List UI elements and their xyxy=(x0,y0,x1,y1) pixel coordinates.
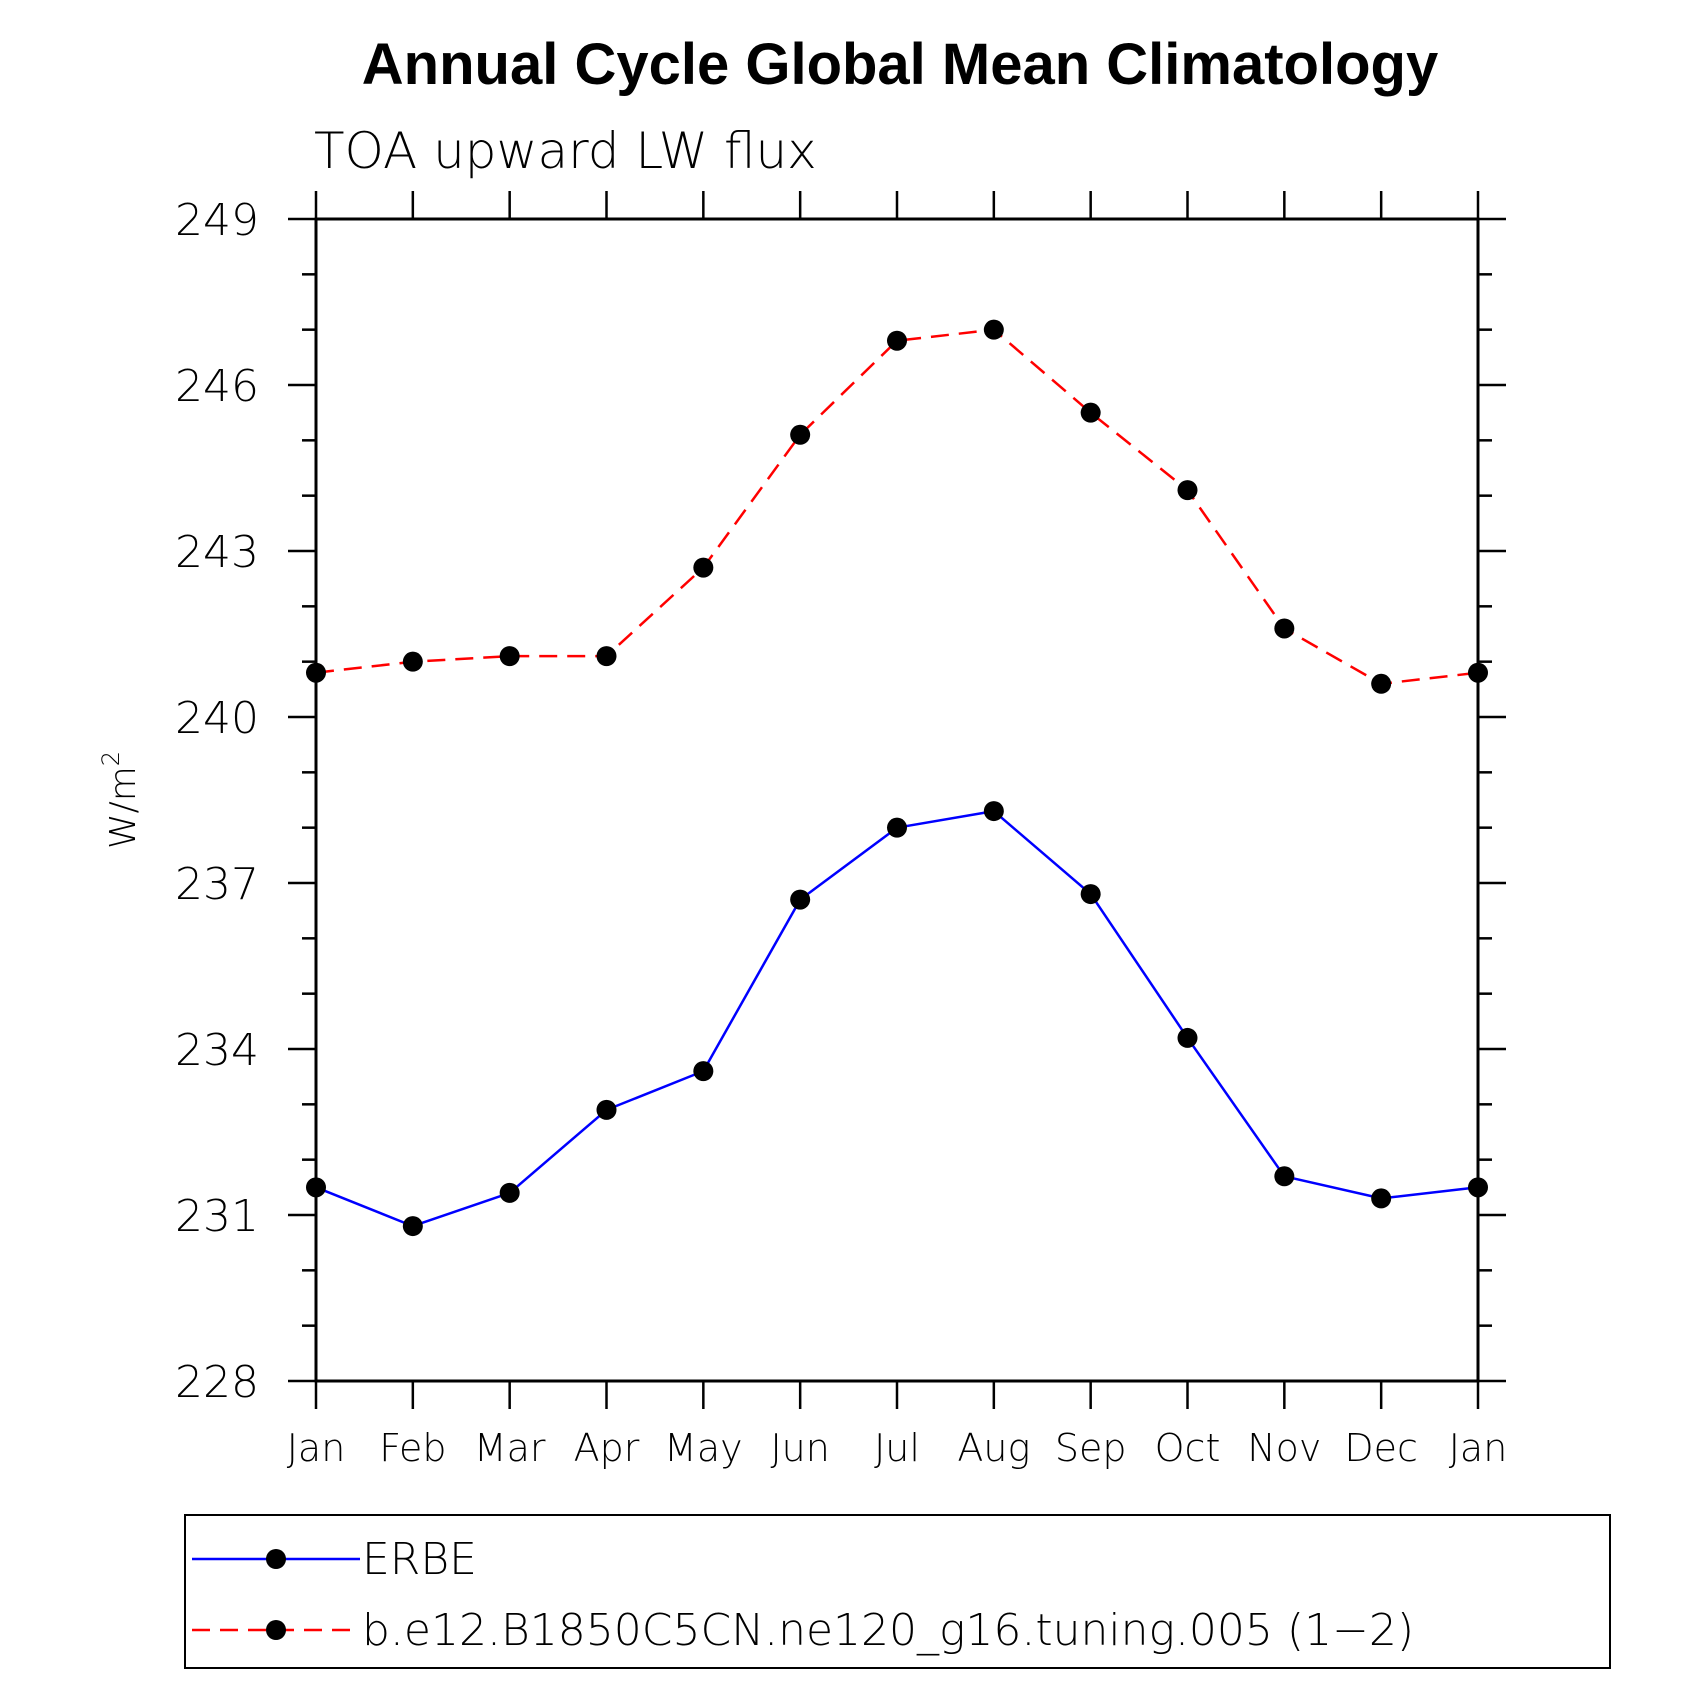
x-tick-label: Sep xyxy=(1055,1426,1127,1470)
x-tick-label: Dec xyxy=(1344,1426,1418,1470)
series-0-point xyxy=(596,1099,617,1120)
series-0-point xyxy=(1371,1188,1392,1209)
series-0-point xyxy=(1177,1027,1198,1048)
y-axis-label-text: W/m xyxy=(103,766,144,849)
legend-marker-erbe xyxy=(266,1549,286,1569)
series-1-point xyxy=(983,319,1004,340)
y-tick-label: 234 xyxy=(175,1025,259,1076)
svg-text:W/m2: W/m2 xyxy=(97,751,144,849)
legend-box xyxy=(184,1514,1611,1669)
series-0-point xyxy=(1468,1177,1488,1198)
x-tick-label: Jan xyxy=(287,1426,346,1470)
series-1-point xyxy=(402,651,423,672)
series-1-point xyxy=(790,424,811,445)
series-1-point xyxy=(596,646,617,667)
x-tick-label: Mar xyxy=(474,1426,546,1470)
y-tick-label: 249 xyxy=(175,195,259,246)
x-tick-labels: Jan Feb Mar Apr May Jun Jul Aug Sep Oct Nov Dec Jan xyxy=(287,1426,1508,1470)
y-tick-label: 240 xyxy=(175,693,259,744)
series-1-point xyxy=(887,330,907,351)
series-0-point xyxy=(887,817,907,838)
series-0-point xyxy=(402,1216,423,1237)
x-tick-label: Feb xyxy=(379,1426,446,1470)
x-tick-label: May xyxy=(664,1426,743,1470)
y-axis-label-exponent: 2 xyxy=(97,751,125,766)
x-tick-label: Oct xyxy=(1155,1426,1221,1470)
chart-title: Annual Cycle Global Mean Climatology xyxy=(362,32,1438,97)
x-tick-label: Nov xyxy=(1247,1426,1321,1470)
series-1-point xyxy=(499,646,520,667)
legend-label-erbe: ERBE xyxy=(362,1534,477,1585)
x-tick-label: Jul xyxy=(874,1426,920,1470)
series-0-point xyxy=(790,889,811,910)
series-1-point xyxy=(306,662,326,683)
series-1-point xyxy=(1080,402,1101,423)
y-axis-label: W/m2 xyxy=(97,751,144,849)
series-0-point xyxy=(1080,884,1101,905)
series-1-point xyxy=(1177,480,1198,501)
data-series xyxy=(306,319,1488,1237)
series-1-point xyxy=(1468,662,1488,683)
y-tick-label: 246 xyxy=(175,361,259,412)
axis-ticks xyxy=(288,191,1506,1409)
x-tick-label: Jan xyxy=(1449,1426,1508,1470)
series-0-point xyxy=(983,801,1004,822)
series-0-point xyxy=(499,1182,520,1203)
y-tick-label: 228 xyxy=(175,1357,259,1408)
legend-item-erbe: ERBE xyxy=(192,1534,477,1585)
x-tick-label: Jun xyxy=(770,1426,829,1470)
legend-marker-model xyxy=(266,1620,286,1640)
legend-item-model: b.e12.B1850C5CN.ne120_g16.tuning.005 (1−… xyxy=(192,1605,1414,1656)
x-tick-label: Aug xyxy=(957,1426,1030,1470)
series-line-0 xyxy=(315,809,1479,1228)
y-tick-labels: 228 231 234 237 240 243 246 249 xyxy=(175,195,259,1408)
series-line-1 xyxy=(315,328,1479,686)
y-tick-label: 231 xyxy=(175,1191,259,1242)
series-0-point xyxy=(693,1061,714,1082)
y-tick-label: 243 xyxy=(175,527,259,578)
series-0-point xyxy=(1274,1166,1295,1187)
y-tick-label: 237 xyxy=(175,859,259,910)
series-0-point xyxy=(306,1177,326,1198)
legend-label-model: b.e12.B1850C5CN.ne120_g16.tuning.005 (1−… xyxy=(362,1605,1414,1656)
series-1-point xyxy=(1371,673,1392,694)
chart-subtitle: TOA upward LW flux xyxy=(314,122,817,180)
plot-frame xyxy=(314,217,1480,1383)
series-1-point xyxy=(1274,618,1295,639)
series-1-point xyxy=(693,557,714,578)
x-tick-label: Apr xyxy=(574,1426,640,1470)
